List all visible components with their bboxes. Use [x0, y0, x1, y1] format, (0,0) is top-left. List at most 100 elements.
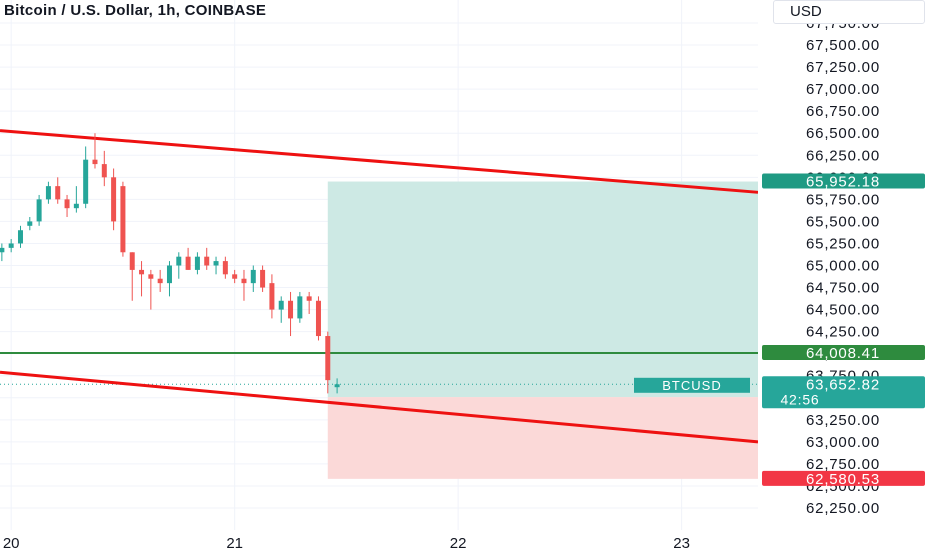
candle — [139, 261, 145, 297]
y-tick-label: 65,000.00 — [806, 258, 880, 275]
chart-title: Bitcoin / U.S. Dollar, 1h, COINBASE — [4, 2, 267, 19]
candle — [297, 291, 303, 323]
candle — [148, 269, 154, 310]
candle-body — [278, 300, 284, 310]
candle — [315, 296, 321, 341]
candle-body — [111, 177, 117, 222]
candle — [241, 269, 247, 301]
candle-body — [185, 256, 191, 270]
candle-body — [297, 296, 303, 319]
y-tick-label: 64,500.00 — [806, 302, 880, 319]
candle — [213, 256, 219, 275]
candle — [36, 194, 42, 226]
stop-price-tag-label: 62,580.53 — [806, 471, 880, 488]
candle — [185, 247, 191, 270]
candle-body — [120, 186, 126, 253]
target-price-tag-label: 65,952.18 — [806, 174, 880, 191]
candle — [325, 331, 331, 394]
candle-body — [129, 252, 135, 270]
candle-body — [232, 274, 238, 279]
candle — [269, 274, 275, 319]
candle — [278, 296, 284, 323]
candle-body — [157, 278, 163, 284]
candle — [8, 239, 14, 253]
last-price-tag-bg — [762, 376, 925, 409]
price-axis-bg — [758, 0, 932, 550]
candle-body — [64, 199, 70, 209]
candle — [0, 243, 5, 262]
candle-body — [0, 247, 5, 253]
candle — [55, 177, 61, 204]
level-price-tag-bg — [762, 344, 925, 360]
candle-body — [55, 186, 61, 200]
candle-body — [194, 256, 200, 270]
candle-body — [27, 221, 33, 226]
level-price-tag-label: 64,008.41 — [806, 345, 880, 362]
symbol-tag-label: BTCUSD — [662, 378, 721, 393]
y-tick-label: 63,000.00 — [806, 434, 880, 451]
candle — [204, 247, 210, 270]
y-tick-label: 67,250.00 — [806, 59, 880, 76]
candle-body — [325, 336, 331, 381]
candle-body — [36, 199, 42, 222]
y-tick-label: 67,000.00 — [806, 81, 880, 98]
candle-body — [288, 300, 294, 319]
y-tick-label: 67,500.00 — [806, 37, 880, 54]
y-tick-label: 66,750.00 — [806, 103, 880, 120]
candle-body — [334, 384, 340, 388]
x-tick-label: 22 — [450, 535, 467, 550]
candle — [129, 252, 135, 301]
y-tick-label: 65,750.00 — [806, 191, 880, 208]
candle-body — [315, 300, 321, 337]
candle — [27, 217, 33, 231]
candle — [101, 150, 107, 187]
candle — [288, 291, 294, 337]
candle — [334, 378, 340, 394]
candle — [222, 256, 228, 279]
x-tick-label: 21 — [226, 535, 243, 550]
candle-body — [8, 243, 14, 248]
candle — [45, 181, 51, 204]
symbol-tag-bg — [634, 377, 750, 393]
candle — [92, 133, 98, 169]
candle-body — [148, 274, 154, 279]
y-tick-label: 65,250.00 — [806, 235, 880, 252]
candle — [64, 194, 70, 217]
y-tick-label: 66,250.00 — [806, 147, 880, 164]
candle-body — [17, 230, 23, 244]
candle — [157, 269, 163, 292]
candle-body — [269, 283, 275, 310]
upper-trend-line — [0, 129, 759, 194]
y-tick-label: 63,250.00 — [806, 412, 880, 429]
candle-body — [204, 256, 210, 266]
x-tick-label: 20 — [3, 535, 20, 550]
lower-trend-line — [0, 370, 759, 444]
candle — [166, 261, 172, 297]
profit-zone — [327, 181, 758, 398]
candle-body — [139, 269, 145, 275]
candle-body — [213, 261, 219, 266]
candle — [120, 181, 126, 257]
last-price-tag-countdown: 42:56 — [780, 391, 819, 407]
candle-body — [73, 203, 79, 209]
currency-selector[interactable]: USD — [773, 0, 925, 24]
candle — [194, 252, 200, 275]
candle-body — [176, 256, 182, 266]
y-tick-label: 64,750.00 — [806, 280, 880, 297]
candle-body — [83, 159, 89, 204]
candle-body — [101, 164, 107, 178]
candle-body — [92, 159, 98, 165]
candle-body — [250, 269, 256, 284]
candle-body — [260, 269, 266, 288]
y-tick-label: 64,250.00 — [806, 324, 880, 341]
candle — [73, 186, 79, 213]
candle-body — [222, 261, 228, 275]
y-tick-label: 65,500.00 — [806, 213, 880, 230]
candle — [306, 291, 312, 314]
candle — [260, 265, 266, 292]
y-tick-label: 62,250.00 — [806, 500, 880, 517]
stop-price-tag-bg — [762, 470, 925, 486]
candle-body — [241, 278, 247, 284]
last-price-tag-label: 63,652.82 — [806, 376, 880, 393]
